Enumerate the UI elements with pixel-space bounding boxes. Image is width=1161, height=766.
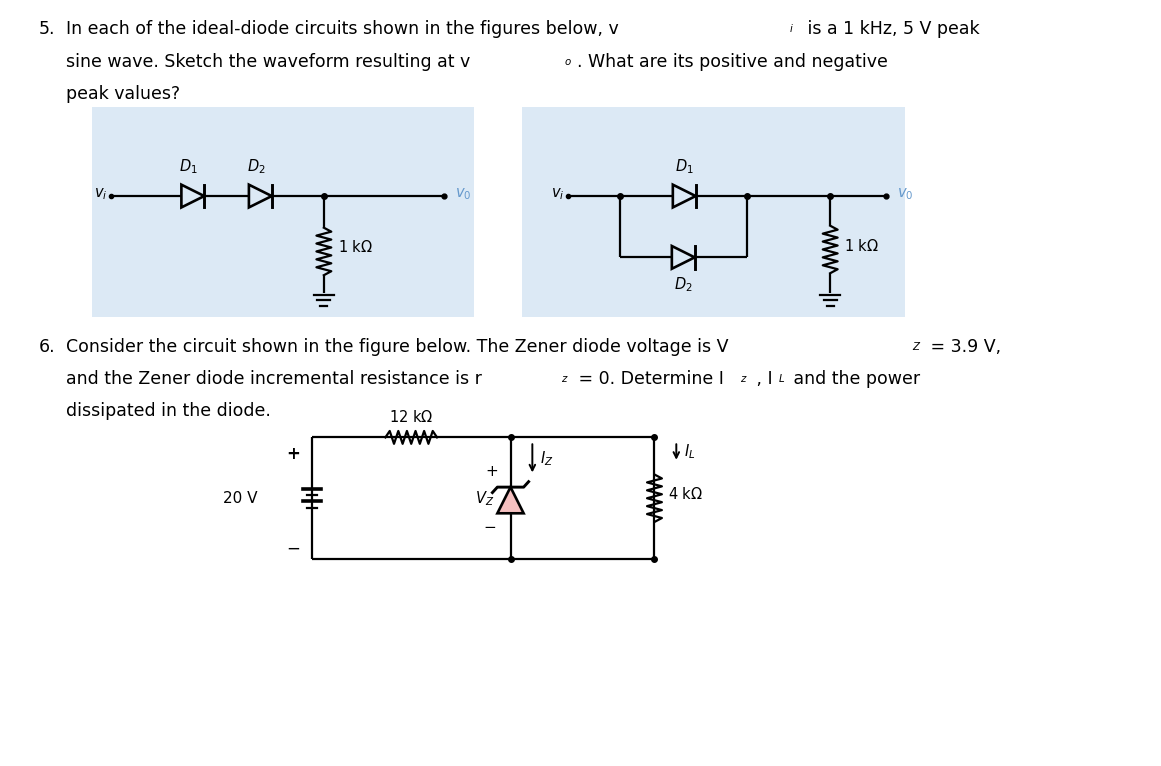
Text: peak values?: peak values? (66, 85, 180, 103)
Text: $I_Z$: $I_Z$ (540, 449, 554, 468)
Text: 20 V: 20 V (223, 491, 258, 506)
Text: sine wave. Sketch the waveform resulting at v: sine wave. Sketch the waveform resulting… (66, 53, 470, 70)
Text: 6.: 6. (39, 339, 56, 356)
Text: 1 k$\Omega$: 1 k$\Omega$ (844, 237, 879, 254)
Text: $-$: $-$ (286, 539, 300, 557)
Text: 1 k$\Omega$: 1 k$\Omega$ (338, 240, 373, 256)
Text: $D_1$: $D_1$ (180, 158, 199, 176)
Text: $_i$: $_i$ (789, 20, 794, 35)
Text: $v_i$: $v_i$ (94, 186, 108, 202)
Text: +: + (286, 445, 300, 463)
Text: is a 1 kHz, 5 V peak: is a 1 kHz, 5 V peak (802, 20, 980, 38)
Text: $V_Z$: $V_Z$ (475, 489, 495, 508)
Bar (383, 427, 439, 447)
Text: $-$: $-$ (483, 519, 497, 533)
Bar (492, 485, 528, 516)
Text: = 3.9 V,: = 3.9 V, (924, 339, 1001, 356)
Text: 4 k$\Omega$: 4 k$\Omega$ (669, 486, 704, 502)
Text: and the power: and the power (788, 370, 921, 388)
Text: 5.: 5. (39, 20, 56, 38)
Text: 12 k$\Omega$: 12 k$\Omega$ (389, 408, 433, 424)
Text: $D_2$: $D_2$ (247, 158, 266, 176)
Text: $_z$: $_z$ (561, 370, 569, 385)
Text: = 0. Determine I: = 0. Determine I (574, 370, 724, 388)
Text: $D_2$: $D_2$ (673, 275, 693, 294)
Text: Consider the circuit shown in the figure below. The Zener diode voltage is V: Consider the circuit shown in the figure… (66, 339, 728, 356)
Text: $D_1$: $D_1$ (675, 158, 693, 176)
Text: and the Zener diode incremental resistance is r: and the Zener diode incremental resistan… (66, 370, 482, 388)
Text: $_Z$: $_Z$ (911, 339, 921, 353)
Bar (522, 107, 904, 316)
Text: $v_i$: $v_i$ (550, 186, 564, 202)
Bar (641, 473, 669, 524)
Bar (297, 479, 327, 518)
Text: $v_0$: $v_0$ (455, 186, 471, 202)
Text: $_o$: $_o$ (563, 53, 571, 67)
Text: $I_L$: $I_L$ (684, 443, 695, 461)
Text: +: + (485, 464, 498, 480)
Text: $_z$: $_z$ (740, 370, 748, 385)
Text: , I: , I (751, 370, 772, 388)
Text: In each of the ideal-diode circuits shown in the figures below, v: In each of the ideal-diode circuits show… (66, 20, 619, 38)
Text: $v_0$: $v_0$ (896, 186, 913, 202)
Text: $_L$: $_L$ (778, 370, 785, 385)
Polygon shape (497, 487, 524, 513)
Text: . What are its positive and negative: . What are its positive and negative (577, 53, 888, 70)
Bar (92, 107, 474, 316)
Text: dissipated in the diode.: dissipated in the diode. (66, 402, 271, 420)
